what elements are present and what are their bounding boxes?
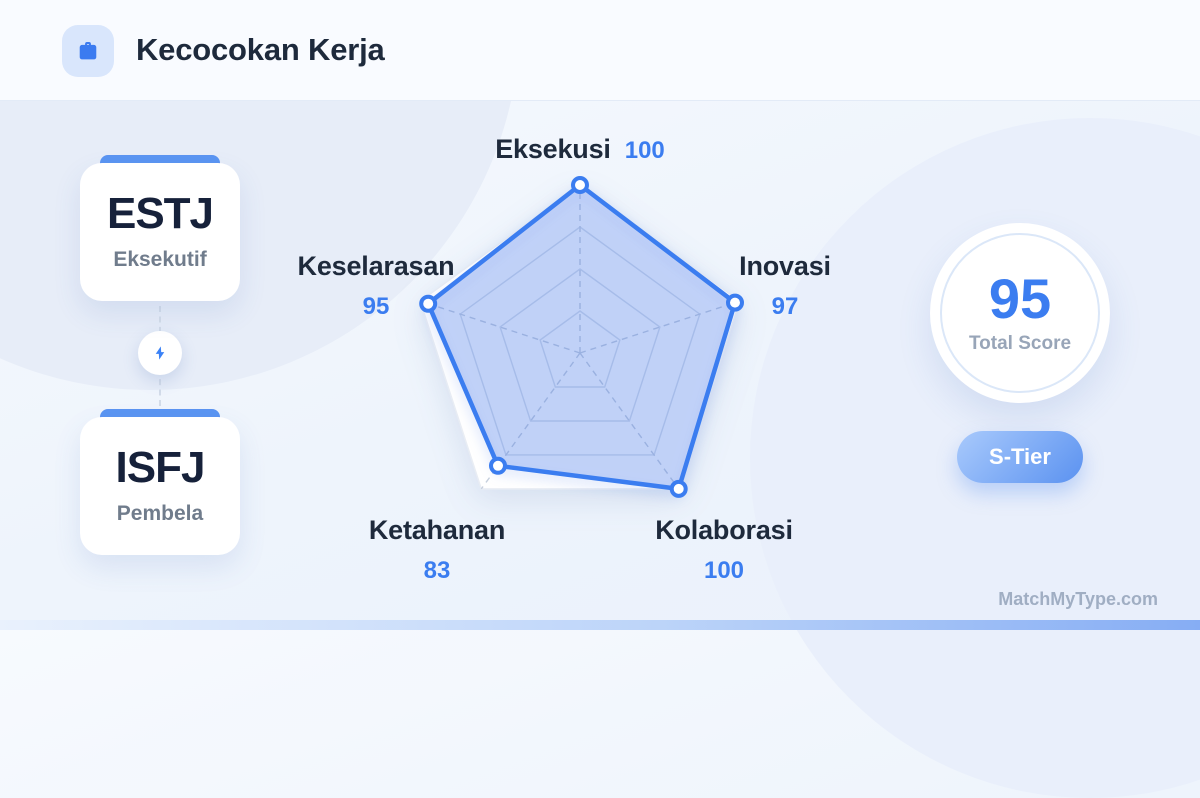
total-score-circle: 95 Total Score xyxy=(930,223,1110,403)
radar-grid-ring xyxy=(459,226,701,456)
mbti-name: Eksekutif xyxy=(113,248,207,271)
axis-name: Keselarasan xyxy=(297,251,455,281)
radar-grid-ring xyxy=(499,268,661,422)
axis-label-eksekusi: Eksekusi 100 xyxy=(430,134,730,165)
axis-value: 97 xyxy=(771,293,799,320)
radar-grid-ring xyxy=(539,310,621,388)
total-score-value: 95 xyxy=(988,267,1052,330)
axis-name: Eksekusi xyxy=(495,134,611,164)
mbti-card-bottom: ISFJ Pembela xyxy=(80,417,240,555)
axis-label-inovasi: Inovasi 97 xyxy=(705,251,865,321)
radar-axis-line xyxy=(480,352,581,490)
radar-data-point xyxy=(669,479,688,498)
mbti-name: Pembela xyxy=(116,502,204,525)
mbti-code: ESTJ xyxy=(106,189,214,238)
axis-label-kolaborasi: Kolaborasi 100 xyxy=(642,515,806,585)
axis-label-keselarasan: Keselarasan 95 xyxy=(296,251,456,321)
radar-data-point xyxy=(489,456,507,475)
page-title: Kecocokan Kerja xyxy=(136,32,385,67)
radar-data-point xyxy=(726,293,744,312)
watermark: MatchMyType.com xyxy=(998,589,1158,609)
total-score-label: Total Score xyxy=(968,333,1072,354)
mbti-code: ISFJ xyxy=(115,443,206,492)
radar-axis-line xyxy=(579,352,680,490)
radar-data-point xyxy=(419,294,438,313)
axis-name: Ketahanan xyxy=(368,515,506,545)
axis-name: Inovasi xyxy=(739,251,831,281)
radar-data-point xyxy=(571,176,589,194)
radar-chart xyxy=(419,176,744,498)
axis-value: 100 xyxy=(624,137,665,164)
axis-value: 100 xyxy=(703,557,745,584)
bottom-accent-bar xyxy=(0,620,1200,630)
tier-badge: S-Tier xyxy=(957,431,1083,483)
axis-value: 95 xyxy=(362,293,390,320)
axis-value: 83 xyxy=(423,557,451,584)
axis-name: Kolaborasi xyxy=(655,515,793,545)
axis-label-ketahanan: Ketahanan 83 xyxy=(355,515,519,585)
radar-data-polygon xyxy=(425,182,738,492)
header: Kecocokan Kerja xyxy=(0,0,1200,101)
lightning-bolt-icon xyxy=(138,331,182,375)
mbti-card-top: ESTJ Eksekutif xyxy=(80,163,240,301)
briefcase-icon xyxy=(62,25,114,77)
